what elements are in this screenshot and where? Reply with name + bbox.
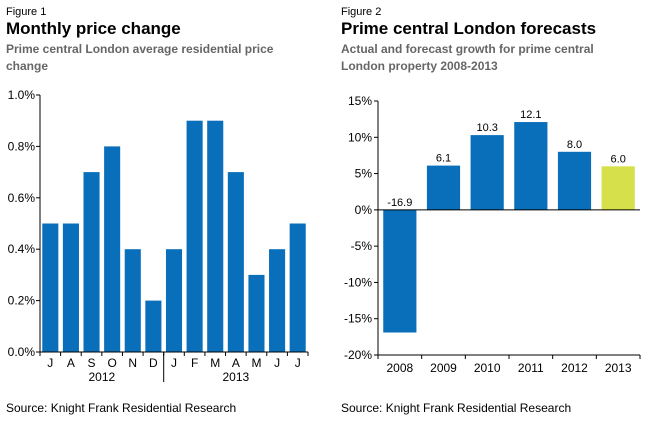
figure-2-title: Prime central London forecasts — [341, 19, 597, 38]
bar-J — [165, 249, 183, 352]
data-label-2011: 12.1 — [520, 109, 541, 121]
bar-J — [289, 223, 306, 352]
figure-2-source: Source: Knight Frank Residential Researc… — [341, 401, 572, 415]
x-tick-label: N — [128, 356, 137, 370]
x-tick-label: M — [251, 356, 261, 370]
year-group-label: 2013 — [222, 370, 249, 384]
bar-2013 — [601, 166, 635, 210]
bar-M — [248, 274, 265, 352]
x-tick-label: F — [191, 356, 198, 370]
x-tick-label: D — [149, 356, 158, 370]
x-tick-label: J — [295, 356, 301, 370]
figure-1-subtitle: Prime central London average residential… — [6, 42, 274, 73]
bar-D — [145, 300, 162, 352]
x-tick-label: 2009 — [430, 361, 457, 375]
bar-M — [207, 120, 224, 352]
y-tick-label: 0.6% — [8, 191, 36, 205]
forecast-growth-chart: -20% -15% -10% -5% 0% 5% 10% 15% -16.9 6.1 10.3 12.… — [344, 94, 641, 375]
bar-J — [42, 223, 59, 352]
data-label-2013: 6.0 — [611, 153, 626, 165]
figure-1-panel: Figure 1 Monthly price change Prime cent… — [6, 6, 309, 415]
x-tick-label: A — [232, 356, 240, 370]
monthly-price-change-chart: 0.0%0.2%0.4%0.6%0.8%1.0%J A S O N D J F M A M J J201… — [8, 88, 309, 384]
y-tick-label: -15% — [344, 312, 372, 326]
bar-A — [227, 172, 244, 352]
data-label-2008: -16.9 — [387, 197, 412, 209]
bar-S — [83, 172, 100, 352]
bar-2008 — [383, 209, 417, 333]
figure-1-label: Figure 1 — [6, 6, 47, 18]
x-tick-label: 2012 — [561, 361, 588, 375]
y-tick-label: 1.0% — [8, 88, 36, 102]
bar-J — [269, 249, 286, 352]
figure-1-source: Source: Knight Frank Residential Researc… — [6, 401, 237, 415]
x-tick-label: J — [47, 356, 53, 370]
x-tick-label: 2008 — [386, 361, 413, 375]
x-tick-label: M — [210, 356, 220, 370]
y-tick-label: 5% — [355, 167, 373, 181]
y-tick-label: 0.4% — [8, 242, 36, 256]
y-tick-label: -10% — [344, 275, 372, 289]
data-label-2010: 10.3 — [476, 122, 497, 134]
x-tick-label: 2013 — [605, 361, 632, 375]
figure-2-panel: Figure 2 Prime central London forecasts … — [335, 0, 653, 422]
year-group-label: 2012 — [88, 370, 115, 384]
bar-N — [124, 249, 141, 352]
bar-2012 — [557, 151, 592, 210]
figure-1-title: Monthly price change — [6, 19, 181, 38]
bar-2010 — [470, 135, 504, 210]
x-tick-label: O — [107, 356, 116, 370]
y-tick-label: 0% — [355, 203, 373, 217]
bar-2011 — [514, 122, 548, 210]
bar-O — [104, 146, 121, 352]
y-tick-label: 10% — [348, 130, 372, 144]
figure-2-subtitle: Actual and forecast growth for prime cen… — [341, 42, 594, 73]
bar-2009 — [426, 165, 461, 210]
x-tick-label: A — [67, 356, 75, 370]
y-tick-label: 0.2% — [8, 294, 36, 308]
data-label-2012: 8.0 — [567, 139, 582, 151]
y-tick-label: -5% — [351, 239, 373, 253]
y-tick-label: 0.8% — [8, 139, 36, 153]
x-tick-label: 2011 — [518, 361, 544, 375]
bar-A — [62, 223, 79, 352]
bar-F — [186, 120, 203, 352]
figure-2-label: Figure 2 — [341, 6, 382, 18]
x-tick-label: J — [274, 356, 280, 370]
x-tick-label: S — [88, 356, 96, 370]
y-tick-label: -20% — [344, 348, 372, 362]
y-tick-label: 15% — [348, 94, 372, 108]
data-label-2009: 6.1 — [436, 153, 451, 165]
y-tick-label: 0.0% — [8, 345, 36, 359]
x-tick-label: 2010 — [474, 361, 501, 375]
x-tick-label: J — [171, 356, 177, 370]
